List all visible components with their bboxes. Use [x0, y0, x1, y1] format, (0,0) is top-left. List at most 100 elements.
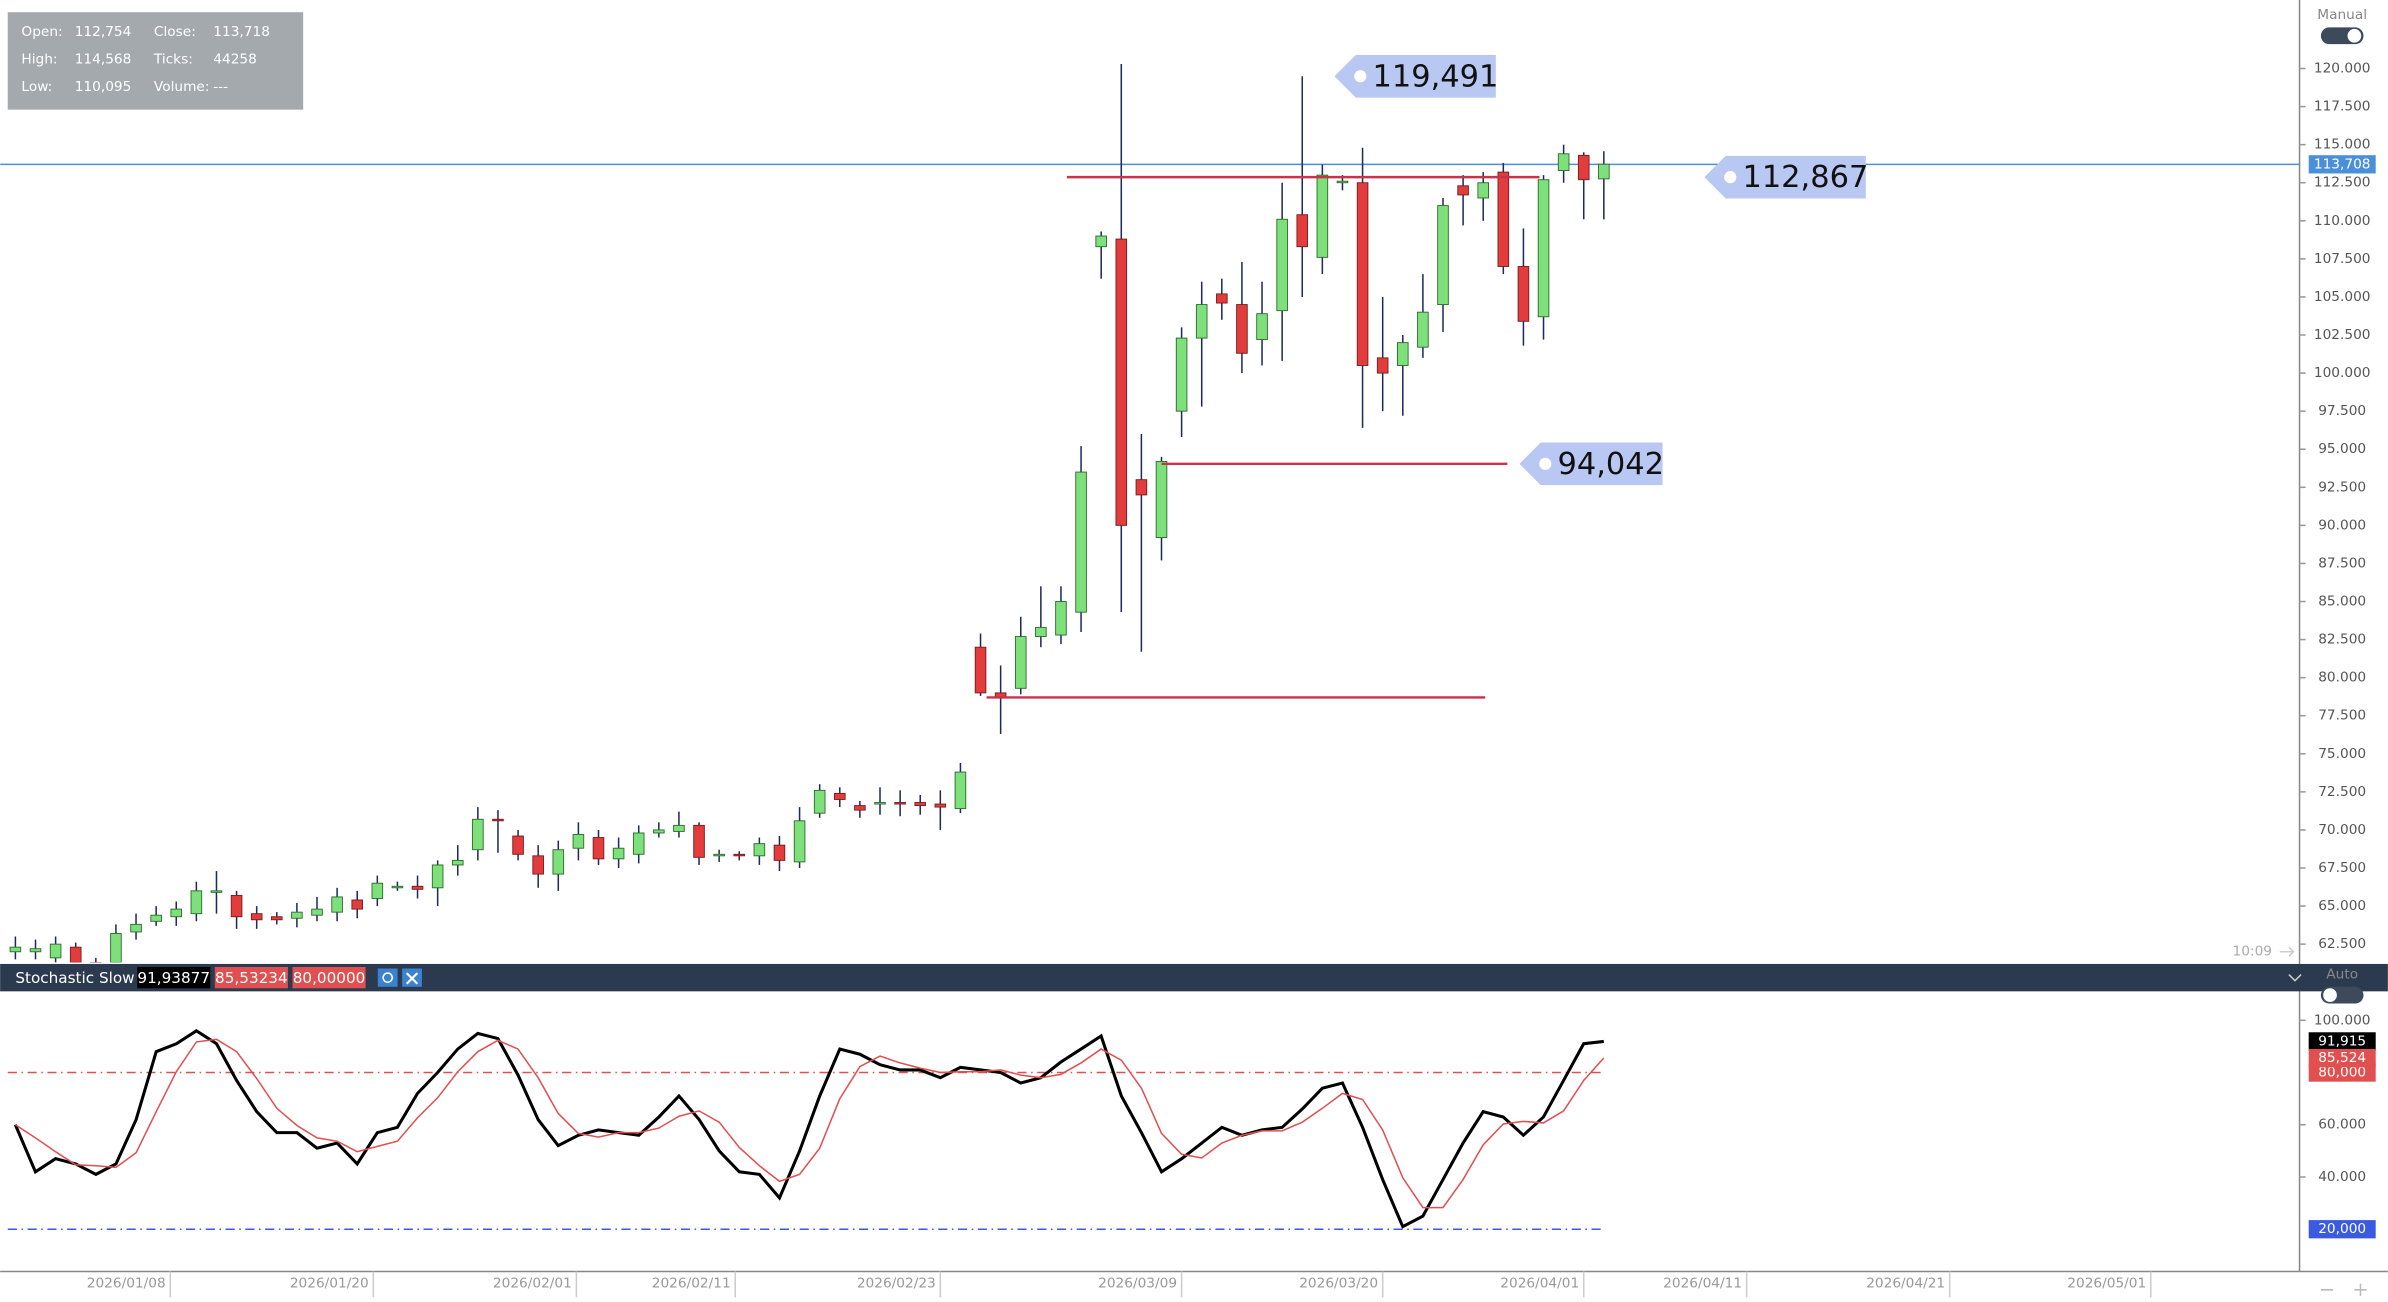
callout-label: 94,042: [1557, 447, 1664, 482]
candle-body: [1296, 214, 1309, 248]
candle-body: [974, 646, 987, 694]
y-tick-label: 110.000: [2314, 213, 2371, 229]
candle-body: [1115, 238, 1128, 526]
candle-body: [69, 946, 82, 963]
price-callout: [1334, 54, 1496, 98]
toggle-knob: [2323, 988, 2337, 1003]
candle-body: [170, 908, 183, 918]
stoch-line: [13, 1028, 1604, 1229]
candle-body: [1075, 471, 1087, 613]
candle-body: [793, 820, 806, 863]
candle-body: [954, 771, 967, 810]
candle-body: [492, 818, 504, 822]
candle-body: [552, 849, 565, 875]
candle-body: [914, 802, 927, 807]
y-tick-label: 90.000: [2318, 517, 2366, 533]
candle-body: [29, 948, 42, 953]
candle-body: [1417, 311, 1429, 348]
candle-body: [331, 896, 343, 913]
info-value: ---: [213, 79, 228, 95]
candle-body: [1095, 235, 1107, 248]
candle-body: [693, 824, 705, 858]
info-value: 114,568: [75, 51, 132, 67]
x-tick-label: 2026/01/20: [290, 1276, 369, 1292]
toggle-knob: [2347, 28, 2362, 43]
candle-body: [9, 946, 22, 953]
candle-body: [733, 853, 746, 857]
last-value-box: [2308, 1032, 2376, 1051]
candle-body: [1577, 154, 1590, 181]
candle-body: [934, 803, 947, 808]
candle-body: [1557, 153, 1570, 172]
eye-icon[interactable]: [377, 968, 398, 987]
y-tick-label: 75.000: [2318, 746, 2366, 762]
candle-body: [1316, 174, 1329, 258]
candle-body: [190, 890, 203, 915]
collapse-icon[interactable]: [2288, 974, 2302, 982]
info-value: 44258: [213, 51, 257, 67]
candle-body: [250, 913, 263, 921]
y-tick-label: 60.000: [2318, 1117, 2366, 1133]
eye-icon-glyph: [382, 972, 394, 983]
y-tick-label: 87.500: [2318, 555, 2366, 571]
candle-body: [532, 855, 544, 875]
x-tick-label: 2026/02/11: [652, 1276, 731, 1292]
candle-body: [1155, 460, 1168, 539]
indicator-header: [0, 963, 2388, 992]
candle-body: [351, 899, 364, 910]
x-tick-label: 2026/02/01: [493, 1276, 572, 1292]
candle-body: [110, 933, 122, 963]
scroll-icon[interactable]: [2279, 946, 2295, 957]
candle-body: [834, 792, 846, 800]
level-box: [2308, 1063, 2376, 1082]
candle-body: [1256, 313, 1268, 341]
info-box: [7, 12, 304, 110]
x-tick-label: 2026/01/08: [87, 1276, 166, 1292]
y-tick-label: 77.500: [2318, 708, 2366, 724]
callout-dot: [1354, 70, 1367, 83]
candle-body: [1457, 185, 1469, 196]
candle-body: [210, 890, 223, 893]
candle-body: [1336, 180, 1349, 184]
candle-body: [612, 847, 625, 860]
legend-box: [137, 966, 211, 989]
legend-label: 91,93877: [137, 969, 210, 987]
candle-body: [451, 859, 464, 866]
candle-body: [411, 885, 424, 890]
y-tick-label: 97.500: [2318, 403, 2366, 419]
y-tick-label: 105.000: [2314, 289, 2371, 305]
indicator-mode: Auto: [2326, 967, 2358, 983]
candle-body: [1175, 337, 1188, 412]
level-label: 20,000: [2318, 1221, 2366, 1237]
y-tick-label: 95.000: [2318, 441, 2366, 457]
price-callout: [1704, 155, 1866, 199]
candle-body: [1035, 626, 1047, 637]
last-value-label: 91,915: [2318, 1033, 2366, 1049]
legend-box: [214, 966, 288, 989]
candle-body: [1055, 601, 1067, 636]
callout-dot: [1724, 171, 1737, 184]
callout-dot: [1539, 457, 1552, 470]
info-value: 113,718: [213, 24, 270, 40]
y-tick-label: 117.500: [2314, 99, 2371, 115]
y-tick-label: 100.000: [2314, 1012, 2371, 1028]
x-tick-label: 2026/04/21: [1866, 1276, 1945, 1292]
candle-body: [1216, 293, 1228, 304]
candle-body: [854, 805, 866, 811]
candle-body: [1497, 171, 1510, 267]
zoom-buttons[interactable]: [2320, 1283, 2367, 1296]
candle-body: [1356, 182, 1369, 366]
info-label: High:: [21, 51, 57, 67]
time-label: 10:09: [2233, 944, 2272, 960]
callout-label: 112,867: [1742, 160, 1868, 195]
y-tick-label: 107.500: [2314, 251, 2371, 267]
candle-body: [1276, 218, 1288, 312]
stoch-line: [14, 1038, 1605, 1209]
x-tick-label: 2026/05/01: [2067, 1276, 2146, 1292]
candle-body: [632, 832, 645, 855]
legend-label: 85,53234: [215, 969, 288, 987]
candle-body: [773, 844, 786, 861]
info-label: Ticks:: [153, 51, 193, 67]
